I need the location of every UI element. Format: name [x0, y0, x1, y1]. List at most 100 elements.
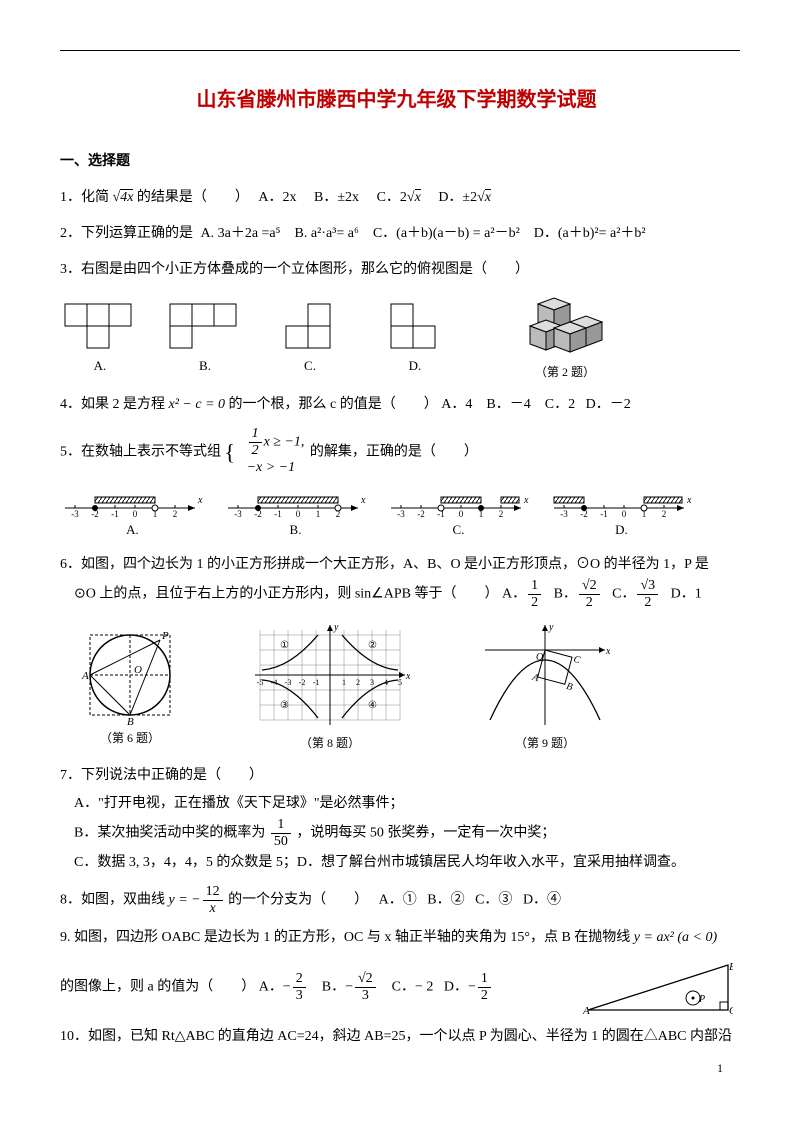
svg-text:x: x [405, 671, 410, 682]
cap8: （第 8 题） [300, 732, 360, 755]
number-line-d-icon: -3-2-1 012 x [549, 488, 694, 518]
svg-text:1: 1 [342, 678, 346, 687]
q6-A: A． [502, 586, 526, 601]
svg-text:-3: -3 [397, 509, 405, 518]
top-view-c-icon [281, 299, 339, 354]
svg-text:5: 5 [398, 678, 402, 687]
q8-D: D．④ [523, 893, 561, 908]
fig-6: A B O P （第 6 题） [80, 625, 180, 750]
number-line-c-icon: -3-2-1 012 x [386, 488, 531, 518]
q4-B: B．－4 [486, 397, 530, 412]
svg-text:2: 2 [356, 678, 360, 687]
svg-text:-3: -3 [560, 509, 568, 518]
q5-a: 5．在数轴上表示不等式组 [60, 445, 221, 460]
question-5: 5．在数轴上表示不等式组 { 12x ≥ −1, −x > −1 的解集，正确的… [60, 427, 733, 478]
svg-text:④: ④ [368, 700, 377, 711]
q1-A: A．2x [258, 190, 296, 205]
question-1: 1．化简 √4x 的结果是（ ） A．2x B．±2x C．2√x D．±2√x [60, 184, 733, 212]
q5-b: 的解集，正确的是（ ） [310, 445, 478, 460]
q5-option-B: -3-2-1 012 x B. [223, 488, 368, 543]
document-title: 山东省滕州市滕西中学九年级下学期数学试题 [60, 81, 733, 119]
svg-text:-2: -2 [417, 509, 425, 518]
q3-option-A: A. [60, 299, 140, 379]
svg-text:②: ② [368, 640, 377, 651]
q8-A: A．① [379, 893, 417, 908]
svg-text:1: 1 [316, 509, 321, 518]
q4-a: 4．如果 2 是方程 [60, 397, 169, 412]
q1-D: D．±2√x [438, 189, 491, 205]
q1-stem-pre: 1．化简 [60, 190, 109, 205]
q1-B: B．±2x [314, 190, 359, 205]
svg-text:x: x [197, 495, 203, 506]
q9-C: C．− 2 [392, 980, 434, 995]
svg-text:-3: -3 [71, 509, 79, 518]
svg-text:-1: -1 [600, 509, 608, 518]
q8-C: C．③ [475, 893, 512, 908]
q2-A: A. 3a＋2a =a⁵ [201, 226, 281, 241]
svg-text:x: x [360, 495, 366, 506]
svg-text:2: 2 [173, 509, 178, 518]
svg-text:x: x [523, 495, 529, 506]
svg-text:B: B [565, 681, 574, 693]
q9-A: A．− [259, 980, 291, 995]
svg-text:y: y [548, 622, 554, 633]
q6-line1: 6．如图，四个边长为 1 的小正方形拼成一个大正方形，A、B、O 是小正方形顶点… [60, 551, 733, 579]
question-6: 6．如图，四个边长为 1 的小正方形拼成一个大正方形，A、B、O 是小正方形顶点… [60, 551, 733, 610]
q7-A: A．"打开电视，正在播放《天下足球》"是必然事件； [60, 790, 733, 818]
question-8: 8．如图，双曲线 y = −12x 的一个分支为（ ） A．① B．② C．③ … [60, 885, 733, 916]
q5-A-label: A. [93, 518, 173, 543]
parabola-square-icon: x y O C B A [480, 620, 610, 730]
q6-B: B． [554, 586, 577, 601]
q3-B-label: B. [165, 354, 245, 379]
q5-figures: -3-2-1 012 x A. -3 -2 -1 0 1 2 [60, 488, 733, 543]
q5-C-label: C. [419, 518, 499, 543]
svg-text:2: 2 [499, 509, 504, 518]
q7-C: C．数据 3, 3，4，4，5 的众数是 5；D．想了解台州市城镇居民人均年收入… [60, 849, 733, 877]
q7-B-b: ，说明每买 50 张奖券，一定有一次中奖； [296, 826, 555, 841]
svg-text:-1: -1 [274, 509, 282, 518]
q6-line2a: ⊙O 上的点，且位于右上方的小正方形内，则 sin∠APB 等于（ ） [74, 586, 498, 601]
q5-option-D: -3-2-1 012 x D. [549, 488, 694, 543]
q3-solid-figure: （第 2 题） [520, 294, 610, 384]
question-9-line2: 的图像上，则 a 的值为（ ） A．−23 B．−√23 C．− 2 D．−12… [60, 960, 733, 1015]
q4-C: C．2 [545, 397, 575, 412]
q2-stem: 2．下列运算正确的是 [60, 226, 193, 241]
q7-B-a: B．某次抽奖活动中奖的概率为 [74, 826, 265, 841]
q4-A: A．4 [441, 397, 472, 412]
top-view-b-icon [165, 299, 245, 354]
cube-stack-icon [520, 294, 610, 359]
q3-stem: 3．右图是由四个小正方体叠成的一个立体图形，那么它的俯视图是（ ） [60, 262, 529, 277]
top-rule [60, 50, 740, 51]
svg-text:-1: -1 [313, 678, 320, 687]
cap6: （第 6 题） [100, 727, 160, 750]
q3-option-B: B. [165, 299, 245, 379]
question-7: 7．下列说法中正确的是（ ） A．"打开电视，正在播放《天下足球》"是必然事件；… [60, 762, 733, 877]
svg-text:y: y [333, 622, 339, 633]
svg-text:-4: -4 [271, 678, 278, 687]
svg-text:P: P [161, 630, 169, 642]
q1-stem-post: 的结果是（ ） [137, 190, 249, 205]
q3-option-C: C. [270, 299, 350, 379]
q4-D: D．－2 [586, 397, 631, 412]
svg-text:-3: -3 [285, 678, 292, 687]
svg-text:0: 0 [459, 509, 464, 518]
svg-text:A: A [530, 671, 541, 684]
q3-C-label: C. [270, 354, 350, 379]
svg-text:-5: -5 [257, 678, 264, 687]
q9-l2a: 的图像上，则 a 的值为（ ） [60, 980, 255, 995]
svg-text:P: P [698, 994, 705, 1005]
q8-a: 8．如图，双曲线 [60, 893, 169, 908]
svg-text:-3: -3 [234, 509, 242, 518]
svg-text:4: 4 [384, 678, 388, 687]
hyperbola-grid-icon: x y ① ② ③ ④ -5-4-3-2-1 12345 [250, 620, 410, 730]
q1-C: C．2√x [377, 189, 421, 205]
q3-D-label: D. [375, 354, 455, 379]
svg-text:0: 0 [296, 509, 301, 518]
right-triangle-icon: A C B P [583, 960, 733, 1015]
fig-9: x y O C B A （第 9 题） [480, 620, 610, 755]
q6-8-9-figures: A B O P （第 6 题） x y [60, 620, 733, 755]
q6-C: C． [612, 586, 635, 601]
question-10: 10．如图，已知 Rt△ABC 的直角边 AC=24，斜边 AB=25，一个以点… [60, 1023, 733, 1051]
q5-B-label: B. [256, 518, 336, 543]
q3-figures: A. B. C. [60, 294, 733, 384]
